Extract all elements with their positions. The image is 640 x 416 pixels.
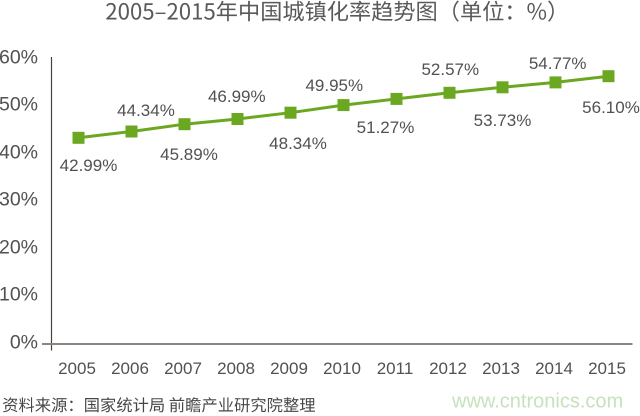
svg-text:www.cntronics.com: www.cntronics.com: [451, 391, 623, 413]
